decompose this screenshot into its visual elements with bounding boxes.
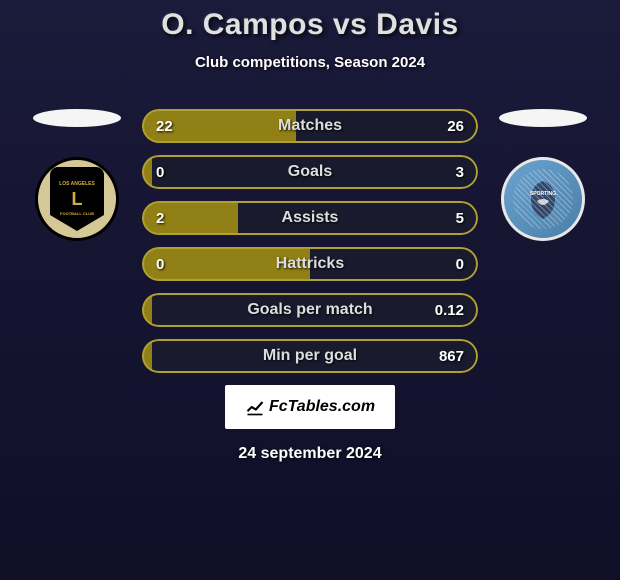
stat-bar: Assists2 5: [142, 201, 478, 235]
stat-value-left: 0: [156, 256, 164, 273]
stat-value-right: 5: [456, 210, 464, 227]
stats-bars: Matches2226Goals03Assists25Hattricks00Go…: [142, 109, 478, 373]
stat-value-right: 0: [456, 256, 464, 273]
brand-tag: FcTables.com: [225, 385, 395, 429]
stat-label: Assists: [142, 209, 478, 227]
main-area: LOS ANGELES L FOOTBALL CLUB Matches22 26 G…: [0, 109, 620, 373]
left-player-ellipse: [33, 109, 121, 127]
stat-bar: Goals per match0.12: [142, 293, 478, 327]
left-team-badge: LOS ANGELES L FOOTBALL CLUB: [35, 157, 119, 241]
stat-value-left: 0: [156, 164, 164, 181]
stat-value-left: 2: [156, 210, 164, 227]
lafc-shield-icon: LOS ANGELES L FOOTBALL CLUB: [50, 167, 104, 231]
stat-value-right: 867: [439, 348, 464, 365]
stat-bar: Hattricks0 0: [142, 247, 478, 281]
subtitle: Club competitions, Season 2024: [195, 54, 425, 71]
stat-value-right: 3: [456, 164, 464, 181]
stat-label: Goals per match: [142, 301, 478, 319]
date-text: 24 september 2024: [238, 445, 381, 463]
page-title: O. Campos vs Davis: [161, 8, 458, 42]
chart-icon: [245, 397, 265, 417]
badge-text-top: LOS ANGELES: [59, 181, 95, 187]
stat-label: Min per goal: [142, 347, 478, 365]
comparison-widget: O. Campos vs Davis Club competitions, Se…: [0, 0, 620, 580]
stat-value-left: 22: [156, 118, 173, 135]
stat-bar: Matches22 26: [142, 109, 478, 143]
stat-label: Goals: [142, 163, 478, 181]
right-team-badge: SPORTING: [501, 157, 585, 241]
brand-text: FcTables.com: [269, 398, 375, 416]
stat-value-right: 0.12: [435, 302, 464, 319]
right-column: SPORTING: [498, 109, 588, 241]
stat-label: Matches: [142, 117, 478, 135]
stat-bar: Min per goal867: [142, 339, 478, 373]
sporting-kc-icon: SPORTING: [513, 169, 573, 229]
left-column: LOS ANGELES L FOOTBALL CLUB: [32, 109, 122, 241]
right-player-ellipse: [499, 109, 587, 127]
stat-label: Hattricks: [142, 255, 478, 273]
stat-bar: Goals0 3: [142, 155, 478, 189]
badge-text-bottom: FOOTBALL CLUB: [60, 212, 94, 217]
badge-logo-letter: L: [72, 189, 83, 211]
stat-value-right: 26: [447, 118, 464, 135]
